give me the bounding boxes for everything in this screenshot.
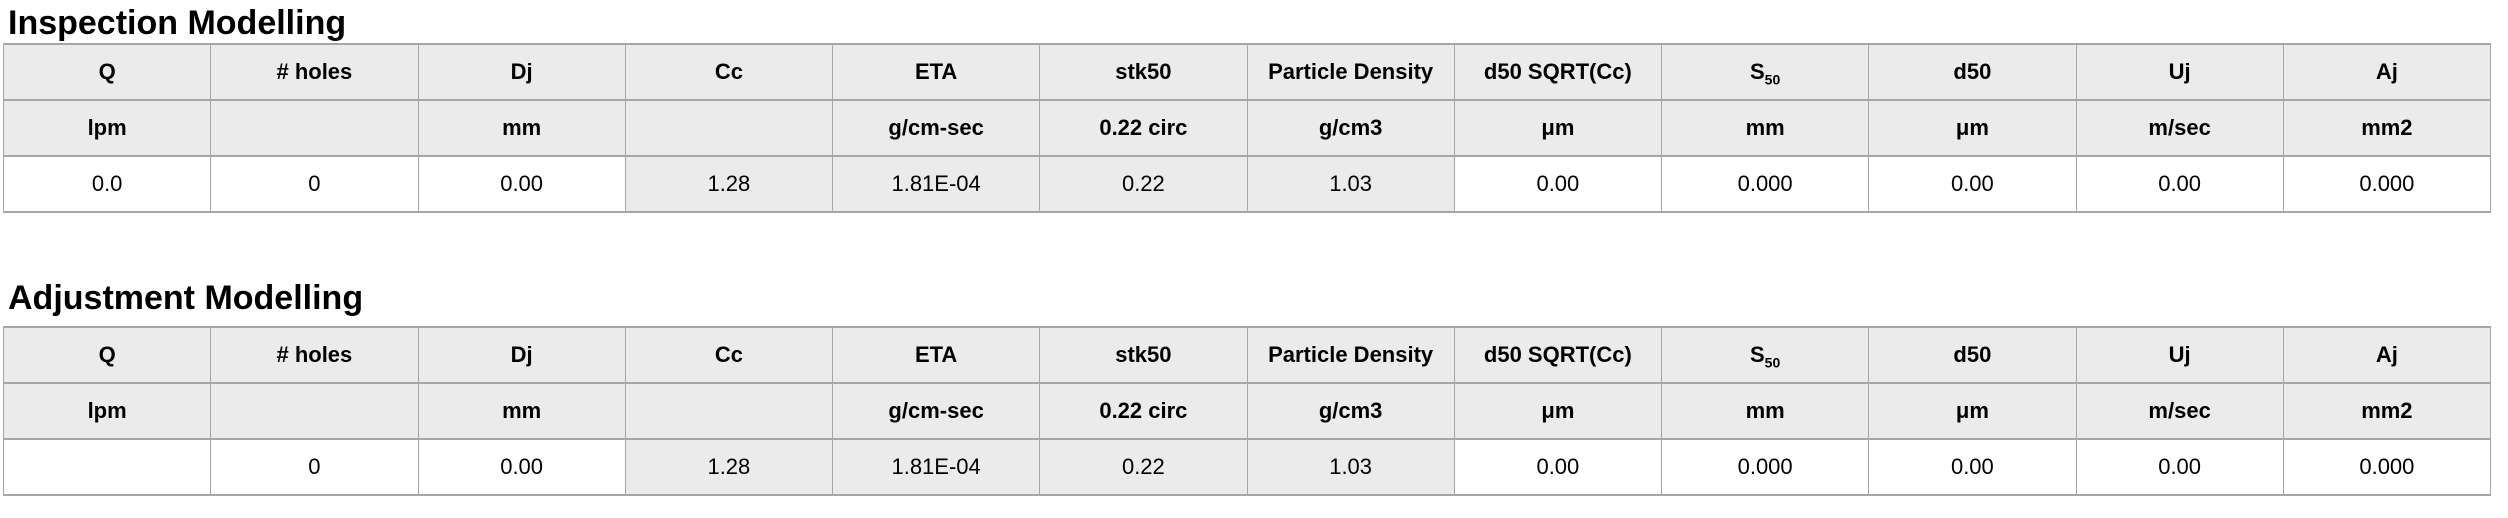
header-cell-num-holes: # holes xyxy=(210,43,419,101)
header-cell-d50: d50 xyxy=(1868,326,2077,384)
unit-cell-uj: m/sec xyxy=(2075,99,2284,157)
values-row: 0.0 0 0.00 1.28 1.81E-04 0.22 1.03 0.00 … xyxy=(2,155,2492,213)
header-cell-uj: Uj xyxy=(2075,326,2284,384)
unit-cell-d50-sqrt-cc: μm xyxy=(1453,382,1663,440)
unit-cell-s50: mm xyxy=(1660,99,1870,157)
unit-cell-particle-density: g/cm3 xyxy=(1246,382,1455,440)
value-cell-uj[interactable]: 0.00 xyxy=(2075,438,2284,496)
header-cell-uj: Uj xyxy=(2075,43,2284,101)
header-cell-eta: ETA xyxy=(831,43,1041,101)
value-cell-cc: 1.28 xyxy=(624,438,834,496)
value-cell-dj[interactable]: 0.00 xyxy=(417,438,626,496)
header-cell-stk50: stk50 xyxy=(1039,326,1248,384)
header-cell-d50: d50 xyxy=(1868,43,2077,101)
header-cell-aj: Aj xyxy=(2282,326,2492,384)
value-cell-d50-sqrt-cc[interactable]: 0.00 xyxy=(1453,155,1663,213)
unit-cell-stk50: 0.22 circ xyxy=(1039,382,1248,440)
unit-cell-cc xyxy=(624,99,834,157)
unit-cell-d50: μm xyxy=(1868,99,2077,157)
section-title-inspection: Inspection Modelling xyxy=(8,4,347,42)
unit-cell-stk50: 0.22 circ xyxy=(1039,99,1248,157)
unit-cell-uj: m/sec xyxy=(2075,382,2284,440)
value-cell-particle-density: 1.03 xyxy=(1246,438,1455,496)
unit-cell-s50: mm xyxy=(1660,382,1870,440)
value-cell-particle-density: 1.03 xyxy=(1246,155,1455,213)
header-row: Q # holes Dj Cc ETA stk50 Particle Densi… xyxy=(2,43,2492,101)
value-cell-num-holes[interactable]: 0 xyxy=(210,438,419,496)
header-cell-particle-density: Particle Density xyxy=(1246,43,1455,101)
header-cell-d50-sqrt-cc: d50 SQRT(Cc) xyxy=(1453,43,1663,101)
header-row: Q # holes Dj Cc ETA stk50 Particle Densi… xyxy=(2,326,2492,384)
values-row: 0 0.00 1.28 1.81E-04 0.22 1.03 0.00 0.00… xyxy=(2,438,2492,496)
unit-cell-aj: mm2 xyxy=(2282,382,2492,440)
value-cell-uj[interactable]: 0.00 xyxy=(2075,155,2284,213)
unit-cell-particle-density: g/cm3 xyxy=(1246,99,1455,157)
value-cell-s50[interactable]: 0.000 xyxy=(1660,155,1870,213)
header-cell-s50: S50 xyxy=(1660,326,1870,384)
unit-cell-q: lpm xyxy=(2,382,212,440)
section-title-adjustment: Adjustment Modelling xyxy=(8,279,364,317)
unit-cell-cc xyxy=(624,382,834,440)
unit-cell-d50-sqrt-cc: μm xyxy=(1453,99,1663,157)
header-cell-s50: S50 xyxy=(1660,43,1870,101)
header-cell-cc: Cc xyxy=(624,43,834,101)
value-cell-s50[interactable]: 0.000 xyxy=(1660,438,1870,496)
s50-subscript: 50 xyxy=(1764,71,1781,88)
header-cell-num-holes: # holes xyxy=(210,326,419,384)
unit-cell-num-holes xyxy=(210,382,419,440)
value-cell-num-holes[interactable]: 0 xyxy=(210,155,419,213)
value-cell-d50-sqrt-cc[interactable]: 0.00 xyxy=(1453,438,1663,496)
adjustment-table: Q # holes Dj Cc ETA stk50 Particle Densi… xyxy=(2,326,2492,496)
unit-cell-d50: μm xyxy=(1868,382,2077,440)
inspection-table: Q # holes Dj Cc ETA stk50 Particle Densi… xyxy=(2,43,2492,213)
s50-base: S xyxy=(1749,59,1765,84)
header-cell-aj: Aj xyxy=(2282,43,2492,101)
unit-cell-eta: g/cm-sec xyxy=(831,382,1041,440)
value-cell-eta: 1.81E-04 xyxy=(831,155,1041,213)
unit-cell-dj: mm xyxy=(417,99,626,157)
unit-cell-q: lpm xyxy=(2,99,212,157)
unit-cell-num-holes xyxy=(210,99,419,157)
unit-cell-dj: mm xyxy=(417,382,626,440)
s50-subscript: 50 xyxy=(1764,354,1781,371)
header-cell-eta: ETA xyxy=(831,326,1041,384)
header-cell-q: Q xyxy=(2,326,212,384)
value-cell-cc: 1.28 xyxy=(624,155,834,213)
header-cell-d50-sqrt-cc: d50 SQRT(Cc) xyxy=(1453,326,1663,384)
header-cell-q: Q xyxy=(2,43,212,101)
value-cell-d50[interactable]: 0.00 xyxy=(1868,155,2077,213)
value-cell-stk50: 0.22 xyxy=(1039,155,1248,213)
value-cell-dj[interactable]: 0.00 xyxy=(417,155,626,213)
header-cell-cc: Cc xyxy=(624,326,834,384)
header-cell-particle-density: Particle Density xyxy=(1246,326,1455,384)
unit-cell-aj: mm2 xyxy=(2282,99,2492,157)
value-cell-aj[interactable]: 0.000 xyxy=(2282,438,2492,496)
header-cell-dj: Dj xyxy=(417,43,626,101)
value-cell-q[interactable] xyxy=(2,438,212,496)
units-row: lpm mm g/cm-sec 0.22 circ g/cm3 μm mm μm… xyxy=(2,99,2492,157)
value-cell-stk50: 0.22 xyxy=(1039,438,1248,496)
value-cell-aj[interactable]: 0.000 xyxy=(2282,155,2492,213)
header-cell-stk50: stk50 xyxy=(1039,43,1248,101)
unit-cell-eta: g/cm-sec xyxy=(831,99,1041,157)
value-cell-eta: 1.81E-04 xyxy=(831,438,1041,496)
s50-base: S xyxy=(1749,342,1765,367)
value-cell-d50[interactable]: 0.00 xyxy=(1868,438,2077,496)
units-row: lpm mm g/cm-sec 0.22 circ g/cm3 μm mm μm… xyxy=(2,382,2492,440)
value-cell-q[interactable]: 0.0 xyxy=(2,155,212,213)
header-cell-dj: Dj xyxy=(417,326,626,384)
